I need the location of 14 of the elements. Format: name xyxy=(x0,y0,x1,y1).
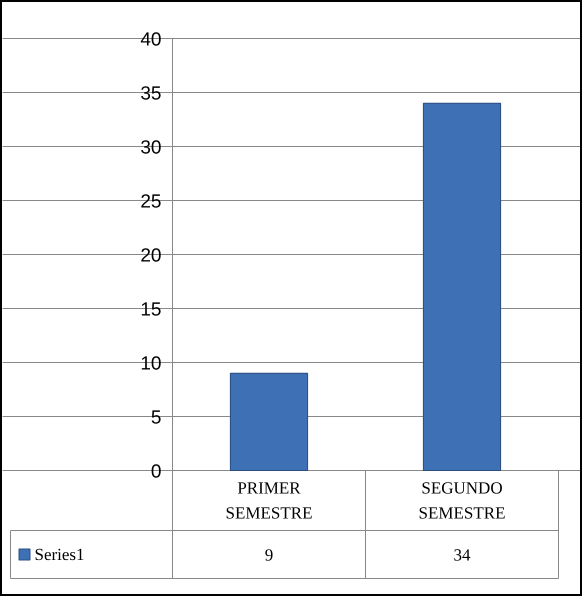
data-label: 34 xyxy=(454,546,471,564)
y-tick-label: 5 xyxy=(150,408,162,428)
y-tick-label: 35 xyxy=(140,84,162,104)
y-tick-label: 30 xyxy=(140,138,162,158)
data-label: 9 xyxy=(264,546,274,564)
y-tick-label: 15 xyxy=(140,300,162,320)
y-tick-label: 25 xyxy=(140,192,162,212)
y-tick-label: 20 xyxy=(140,246,162,266)
legend-label: Series1 xyxy=(34,545,85,564)
y-tick-label: 0 xyxy=(150,462,162,482)
y-tick-label: 10 xyxy=(140,354,162,374)
x-tick-label: PRIMER SEMESTRE xyxy=(226,478,312,522)
x-tick-label: SEGUNDO SEMESTRE xyxy=(418,478,506,522)
y-tick-label: 40 xyxy=(140,30,162,50)
